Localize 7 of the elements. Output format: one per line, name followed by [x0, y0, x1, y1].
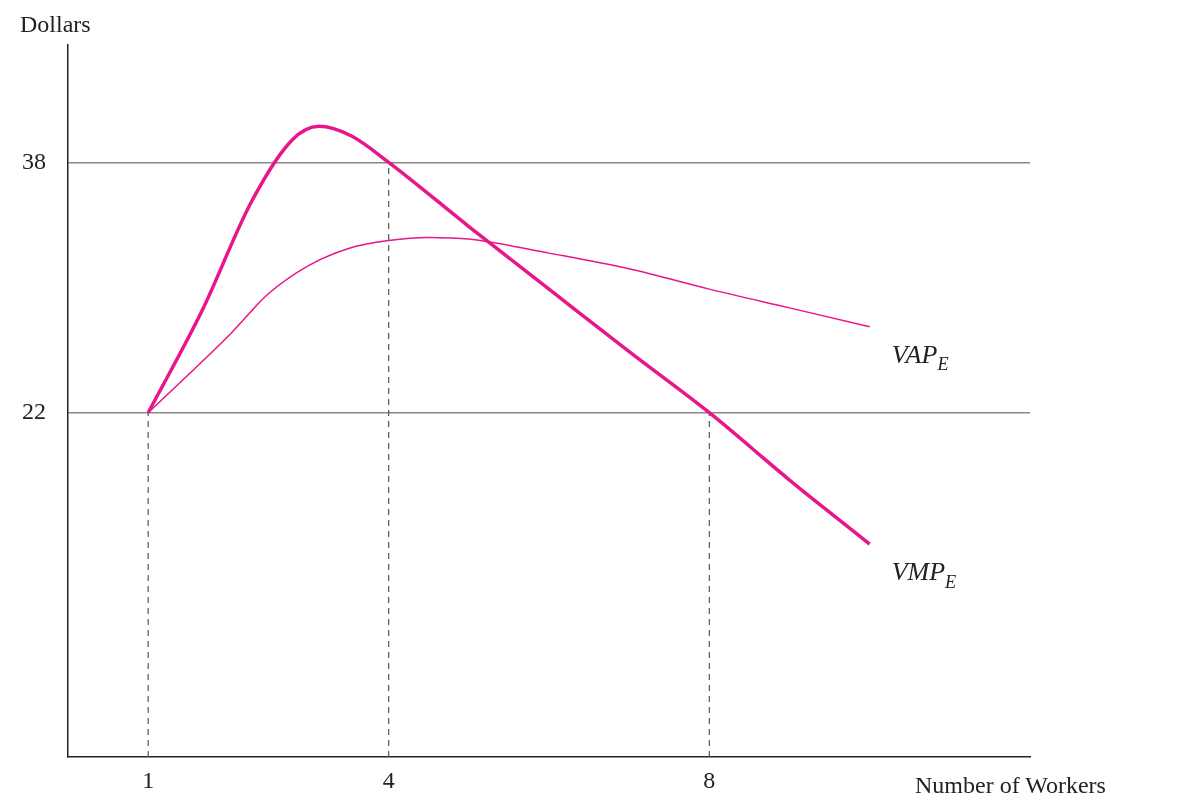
x-tick-label: 8 [703, 766, 716, 793]
y-tick-label: 22 [22, 398, 46, 425]
x-tick-label: 1 [142, 766, 155, 793]
y-tick-label: 38 [22, 147, 46, 174]
x-axis-title: Number of Workers [915, 772, 1106, 798]
x-tick-label: 4 [382, 766, 395, 793]
y-axis-title: Dollars [20, 11, 91, 37]
